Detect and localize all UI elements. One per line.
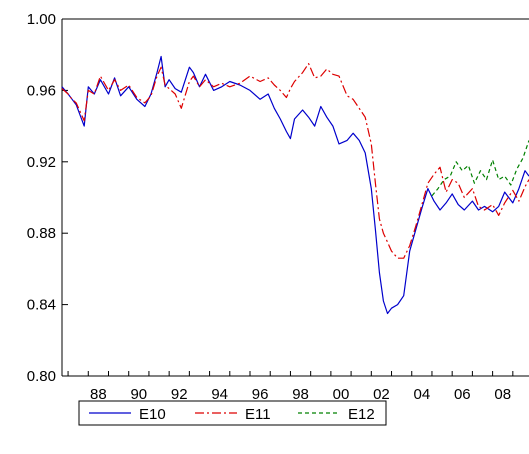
y-tick-label: 0.80 xyxy=(27,368,56,385)
x-tick-label: 00 xyxy=(333,386,350,403)
x-ticks: 88 90 92 94 96 98 00 02 04 06 08 xyxy=(67,371,514,403)
x-tick-label: 88 xyxy=(90,386,107,403)
legend-label-e12: E12 xyxy=(348,406,375,423)
x-tick-label: 98 xyxy=(292,386,309,403)
x-tick-label: 04 xyxy=(414,386,431,403)
y-tick-label: 0.92 xyxy=(27,154,56,171)
y-tick-label: 0.96 xyxy=(27,82,56,99)
y-ticks: 0.80 0.84 0.88 0.92 0.96 1.00 xyxy=(27,11,68,385)
y-tick-label: 0.88 xyxy=(27,225,56,242)
x-tick-label: 02 xyxy=(373,386,390,403)
x-tick-label: 96 xyxy=(252,386,269,403)
plot-frame xyxy=(61,18,529,377)
x-tick-label: 90 xyxy=(130,386,147,403)
y-tick-label: 0.84 xyxy=(27,297,56,314)
series-line-e11 xyxy=(61,62,529,259)
x-tick-label: 06 xyxy=(454,386,471,403)
legend-label-e10: E10 xyxy=(139,406,166,423)
x-tick-label: 92 xyxy=(171,386,188,403)
series-line-e12 xyxy=(431,140,529,197)
y-tick-label: 1.00 xyxy=(27,11,56,28)
x-tick-label: 08 xyxy=(494,386,511,403)
x-tick-label: 94 xyxy=(211,386,228,403)
series-line-e10 xyxy=(61,55,529,315)
legend: E10 E11 E12 xyxy=(78,400,387,426)
series-lines xyxy=(61,55,529,315)
legend-label-e11: E11 xyxy=(245,406,271,423)
